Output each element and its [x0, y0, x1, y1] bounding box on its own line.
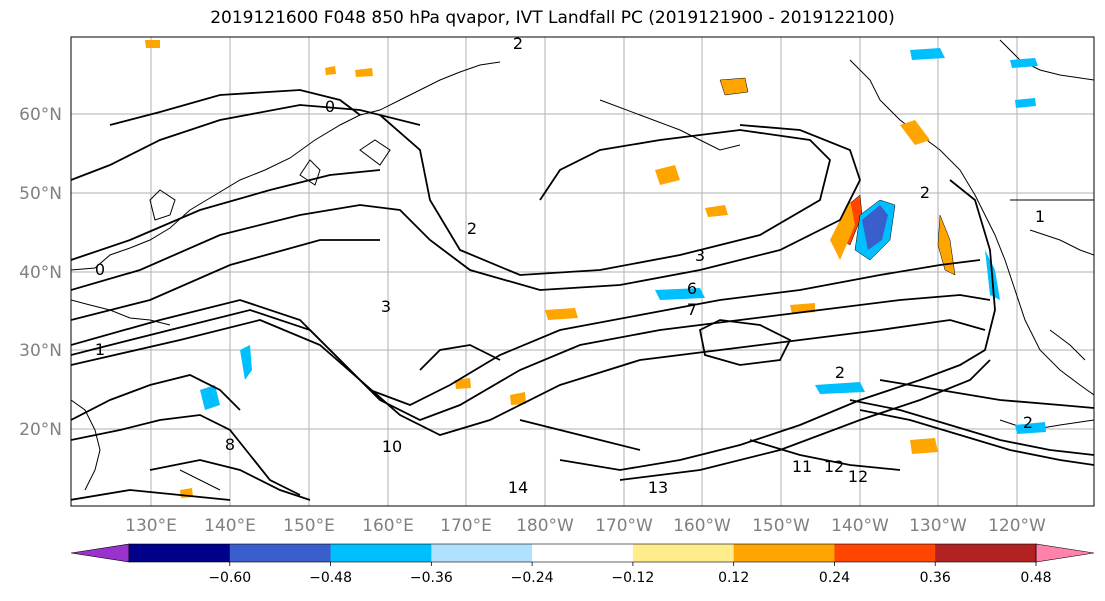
colorbar	[70, 543, 1095, 563]
contour-label: 0	[325, 97, 335, 116]
lon-label: 170°W	[595, 516, 653, 536]
lon-label: 130°E	[125, 516, 177, 536]
contour-label: 10	[382, 437, 402, 456]
contour-label: 2	[1023, 413, 1033, 432]
colorbar-tick-label: 0.12	[718, 570, 749, 586]
contour-label: 2	[467, 219, 477, 238]
contour-label: 1	[95, 340, 105, 359]
longitude-labels: 130°E 140°E 150°E 160°E 170°E 180°W 170°W 160°W…	[125, 516, 1046, 536]
colorbar-tick-label: 0.24	[819, 570, 850, 586]
contour-label: 3	[381, 297, 391, 316]
contour-label: 3	[695, 246, 705, 265]
colorbar-tick-label: 0.36	[920, 570, 951, 586]
contour-label: 12	[824, 457, 844, 476]
lon-label: 120°W	[988, 516, 1046, 536]
colorbar-extend-low	[70, 543, 130, 563]
coastlines	[71, 39, 1094, 491]
colorbar-segment	[532, 544, 634, 562]
colorbar-tick-label: −0.48	[309, 570, 352, 586]
contour-label: 6	[687, 279, 697, 298]
lon-label: 180°W	[516, 516, 574, 536]
contour-label: 2	[920, 183, 930, 202]
colorbar-segment	[431, 544, 533, 562]
colorbar-ticks: −0.60 −0.48 −0.36 −0.24 −0.12 0.12 0.24 0.36 0.4…	[208, 562, 1052, 586]
contour-label: 14	[508, 478, 528, 497]
colorbar-tick-label: −0.24	[511, 570, 554, 586]
lon-label: 160°E	[362, 516, 414, 536]
lat-label: 60°N	[19, 105, 62, 125]
colorbar-tick-label: −0.60	[208, 570, 251, 586]
colorbar-segment	[733, 544, 835, 562]
lat-label: 30°N	[19, 341, 62, 361]
lon-label: 130°W	[909, 516, 967, 536]
contour-label: 7	[687, 300, 697, 319]
colorbar-segment	[129, 544, 231, 562]
shaded-regions	[145, 40, 1046, 498]
lon-label: 160°W	[673, 516, 731, 536]
lon-label: 140°E	[204, 516, 256, 536]
ivt-contours	[71, 89, 1094, 501]
lon-label: 140°W	[831, 516, 889, 536]
latitude-labels: 60°N 50°N 40°N 30°N 20°N	[19, 105, 62, 440]
contour-label: 11	[792, 457, 812, 476]
colorbar-segment	[834, 544, 936, 562]
contour-label: 1	[1035, 207, 1045, 226]
colorbar-tick-label: −0.12	[611, 570, 654, 586]
colorbar-tick-label: 0.48	[1020, 570, 1051, 586]
contour-label: 2	[835, 363, 845, 382]
contour-label: 0	[95, 260, 105, 279]
contour-label: 8	[225, 435, 235, 454]
lat-label: 20°N	[19, 420, 62, 440]
lat-label: 40°N	[19, 263, 62, 283]
chart-title: 2019121600 F048 850 hPa qvapor, IVT Land…	[210, 8, 895, 28]
lon-label: 150°W	[752, 516, 810, 536]
contour-label: 2	[513, 34, 523, 53]
colorbar-segment	[229, 544, 332, 562]
contour-label: 12	[848, 467, 868, 486]
colorbar-segment	[330, 544, 432, 562]
colorbar-segment	[935, 544, 1037, 562]
graticule	[71, 37, 1094, 506]
colorbar-extend-high	[1035, 543, 1095, 563]
colorbar-tick-label: −0.36	[410, 570, 453, 586]
map-frame	[70, 36, 1095, 507]
lon-label: 170°E	[440, 516, 492, 536]
contour-label: 13	[648, 478, 668, 497]
lon-label: 150°E	[283, 516, 335, 536]
lat-label: 50°N	[19, 184, 62, 204]
colorbar-segment	[632, 544, 735, 562]
